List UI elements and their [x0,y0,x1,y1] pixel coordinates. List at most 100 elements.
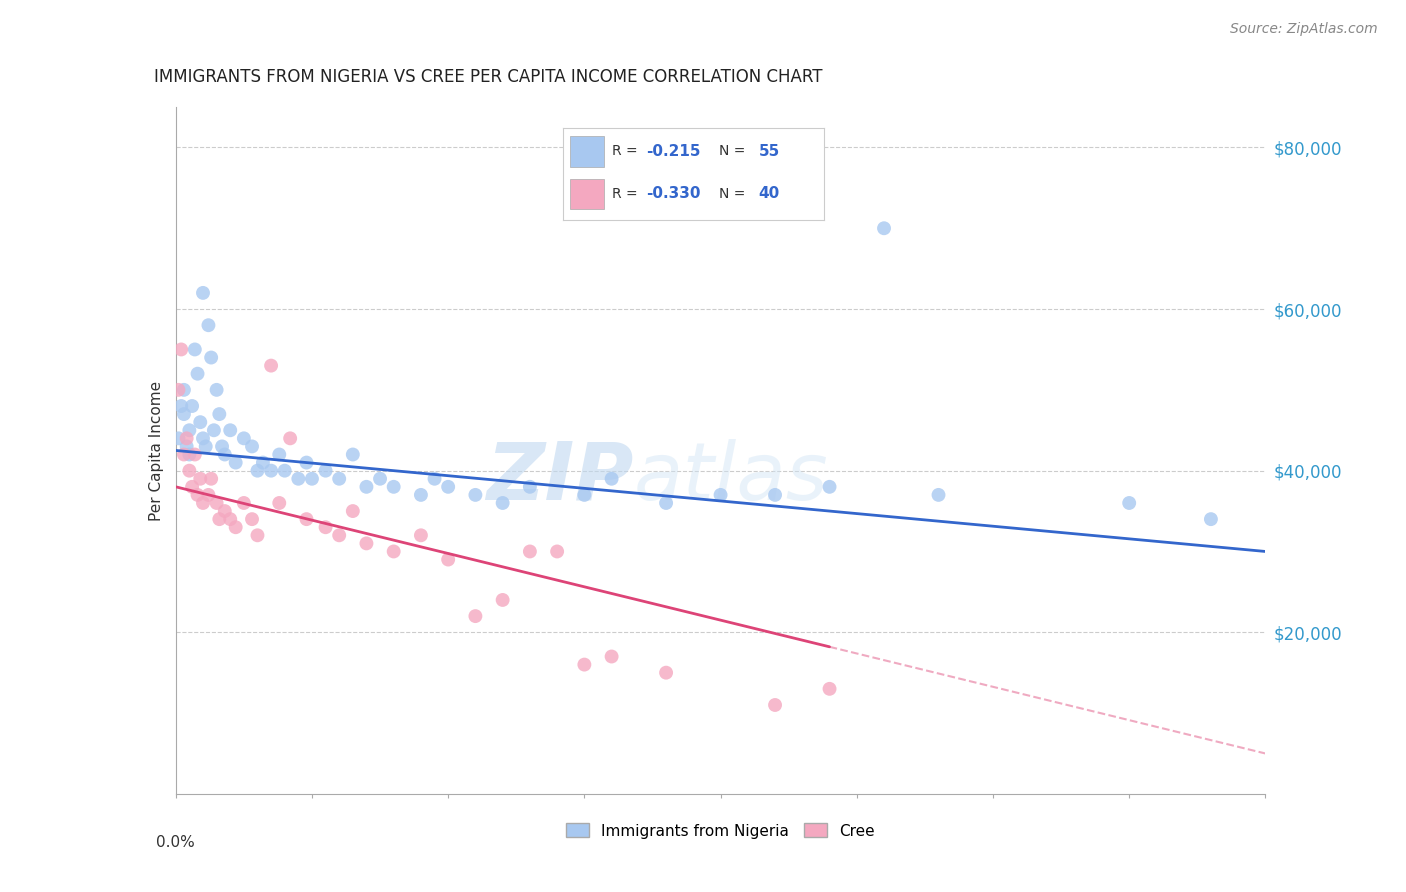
Point [211,439,233,453]
Text: Source: ZipAtlas.com: Source: ZipAtlas.com [1230,22,1378,37]
Point [464,609,486,624]
Point [763,488,786,502]
Point [200,472,222,486]
Point [173,448,195,462]
Point [205,496,228,510]
Point [197,488,219,502]
Point [328,528,350,542]
Point [1118,496,1140,510]
Point [382,544,405,558]
Point [655,665,678,680]
Point [382,480,405,494]
Point [295,456,318,470]
Point [167,431,190,445]
Text: IMMIGRANTS FROM NIGERIA VS CREE PER CAPITA INCOME CORRELATION CHART: IMMIGRANTS FROM NIGERIA VS CREE PER CAPI… [155,68,823,86]
Point [232,496,254,510]
Point [179,464,201,478]
Point [181,399,204,413]
Point [240,512,263,526]
Point [278,431,301,445]
Point [219,423,242,437]
Point [170,343,193,357]
Point [818,681,841,696]
Point [186,367,209,381]
Point [328,472,350,486]
Point [301,472,323,486]
Point [246,464,269,478]
Point [225,520,247,534]
Point [519,544,541,558]
Point [356,536,378,550]
Point [315,520,337,534]
Point [191,285,214,300]
Point [191,496,214,510]
Point [574,488,596,502]
Point [873,221,896,235]
Point [214,448,236,462]
Y-axis label: Per Capita Income: Per Capita Income [149,380,165,521]
Point [173,407,195,421]
Point [186,488,209,502]
Text: ZIP: ZIP [486,439,633,517]
Point [260,464,283,478]
Point [194,439,217,453]
Point [574,657,596,672]
Point [176,431,198,445]
Point [197,318,219,333]
Point [368,472,391,486]
Point [269,496,291,510]
Point [464,488,486,502]
Point [232,431,254,445]
Point [179,448,201,462]
Point [240,439,263,453]
Point [191,431,214,445]
Point [260,359,283,373]
Point [173,383,195,397]
Point [252,456,274,470]
Point [342,448,364,462]
Point [492,496,515,510]
Point [763,698,786,712]
Point [200,351,222,365]
Point [202,423,225,437]
Point [188,415,211,429]
Point [176,439,198,453]
Point [600,472,623,486]
Point [225,456,247,470]
Point [1199,512,1222,526]
Point [437,480,460,494]
Point [219,512,242,526]
Point [170,399,193,413]
Point [269,448,291,462]
Point [295,512,318,526]
Point [600,649,623,664]
Legend: Immigrants from Nigeria, Cree: Immigrants from Nigeria, Cree [560,817,882,845]
Point [437,552,460,566]
Text: 0.0%: 0.0% [156,835,195,850]
Point [928,488,950,502]
Point [167,383,190,397]
Point [179,423,201,437]
Point [409,528,432,542]
Point [287,472,309,486]
Point [246,528,269,542]
Point [342,504,364,518]
Point [184,448,207,462]
Point [181,480,204,494]
Point [184,343,207,357]
Point [356,480,378,494]
Text: atlas: atlas [633,439,828,517]
Point [208,512,231,526]
Point [423,472,446,486]
Point [492,593,515,607]
Point [655,496,678,510]
Point [546,544,568,558]
Point [214,504,236,518]
Point [409,488,432,502]
Point [519,480,541,494]
Point [205,383,228,397]
Point [710,488,733,502]
Point [274,464,297,478]
Point [818,480,841,494]
Point [315,464,337,478]
